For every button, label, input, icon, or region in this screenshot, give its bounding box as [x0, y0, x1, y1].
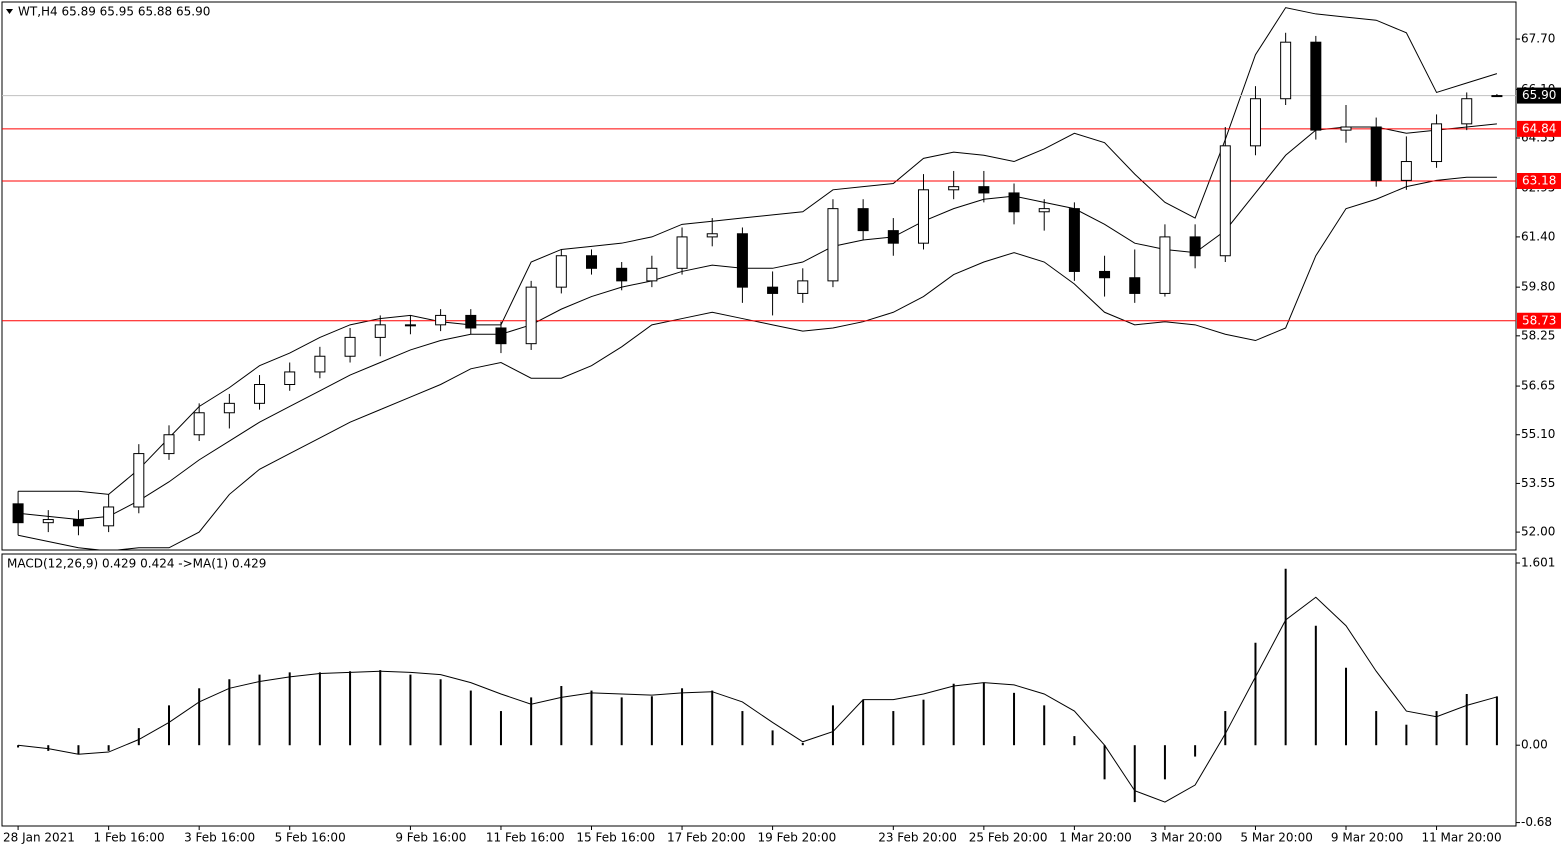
- candle-body: [1159, 236, 1171, 294]
- x-tick-label: 3 Mar 20:00: [1150, 831, 1223, 845]
- main-plot: [2, 7, 1516, 550]
- candle-body: [917, 189, 929, 244]
- candle-body: [72, 519, 84, 527]
- candle-body: [1491, 95, 1503, 98]
- candle-body: [284, 371, 296, 386]
- x-tick-label: 17 Feb 20:00: [667, 831, 746, 845]
- candle-body: [646, 267, 658, 282]
- x-tick-label: 23 Feb 20:00: [878, 831, 957, 845]
- y-tick-label: 56.65: [1521, 379, 1555, 393]
- candle-body: [404, 324, 416, 327]
- candle-body: [12, 503, 24, 524]
- x-tick-label: 11 Mar 20:00: [1421, 831, 1501, 845]
- candle-body: [1099, 270, 1111, 279]
- candle-body: [676, 236, 688, 269]
- candle-body: [254, 384, 266, 404]
- macd-header: MACD(12,26,9) 0.429 0.424 ->MA(1) 0.429: [7, 557, 266, 571]
- x-tick-label: 15 Feb 16:00: [576, 831, 655, 845]
- x-tick-label: 19 Feb 20:00: [758, 831, 837, 845]
- current-price-label: 65.90: [1522, 88, 1556, 102]
- x-tick-label: 5 Mar 20:00: [1240, 831, 1313, 845]
- candle-body: [1129, 277, 1141, 294]
- candle-body: [465, 314, 477, 329]
- candle-body: [1189, 236, 1201, 257]
- candle-body: [495, 327, 507, 345]
- candle-body: [314, 355, 326, 373]
- candle-body: [736, 233, 748, 288]
- y-tick-label: -0.68: [1521, 815, 1552, 829]
- candle-body: [1280, 41, 1292, 100]
- bollinger-band: [18, 123, 1497, 521]
- candle-body: [978, 186, 990, 194]
- candle-body: [948, 186, 960, 191]
- candle-body: [1068, 208, 1080, 272]
- candle-body: [103, 506, 115, 527]
- candle-body: [193, 412, 205, 436]
- candle-body: [223, 402, 235, 414]
- candle-body: [616, 267, 628, 282]
- x-tick-label: 1 Feb 16:00: [94, 831, 165, 845]
- y-tick-label: 53.55: [1521, 476, 1555, 490]
- candle-body: [887, 230, 899, 244]
- candle-body: [1249, 98, 1261, 147]
- level-label: 63.18: [1522, 174, 1556, 188]
- x-tick-label: 9 Mar 20:00: [1331, 831, 1404, 845]
- signal-line: [18, 596, 1498, 803]
- y-tick-label: 52.00: [1521, 525, 1555, 539]
- candle-body: [1431, 123, 1443, 163]
- candle-body: [827, 208, 839, 282]
- candle-body: [1370, 126, 1382, 181]
- candle-body: [797, 280, 809, 294]
- y-tick-label: 55.10: [1521, 427, 1555, 441]
- candle-body: [435, 314, 447, 326]
- candle-body: [555, 255, 567, 288]
- y-tick-label: 61.40: [1521, 229, 1555, 243]
- x-tick-label: 1 Mar 20:00: [1059, 831, 1132, 845]
- candle-body: [1219, 145, 1231, 257]
- level-label-box: [1517, 173, 1561, 190]
- candle-body: [706, 233, 718, 238]
- candle-body: [525, 286, 537, 345]
- level-label-box: [1517, 120, 1561, 137]
- bollinger-band: [17, 176, 1497, 550]
- x-tick-label: 9 Feb 16:00: [395, 831, 466, 845]
- x-tick-label: 11 Feb 16:00: [486, 831, 565, 845]
- level-label-box: [1517, 312, 1561, 329]
- x-tick-label: 25 Feb 20:00: [969, 831, 1048, 845]
- candle-body: [767, 286, 779, 294]
- candle-body: [1310, 41, 1322, 131]
- current-price-box: [1517, 87, 1561, 104]
- chart-header: WT,H4 65.89 65.95 65.88 65.90: [18, 5, 210, 19]
- candle-body: [344, 336, 356, 357]
- candle-body: [1038, 208, 1050, 213]
- x-tick-label: 28 Jan 2021: [3, 831, 75, 845]
- y-tick-label: 58.25: [1521, 328, 1555, 342]
- candle-body: [163, 434, 175, 455]
- level-label: 58.73: [1522, 313, 1556, 327]
- main-pane: [1, 1, 1517, 551]
- y-tick-label: 59.80: [1521, 280, 1555, 294]
- candle-body: [374, 324, 386, 338]
- candle-body: [1340, 126, 1352, 131]
- macd-pane: [1, 553, 1517, 827]
- candle-body: [1461, 98, 1473, 125]
- y-tick-label: 67.70: [1521, 32, 1555, 46]
- level-label: 64.84: [1522, 121, 1556, 135]
- candle-body: [1400, 161, 1412, 181]
- y-tick-label: 1.601: [1521, 555, 1555, 569]
- y-tick-label: 0.00: [1521, 738, 1548, 752]
- x-tick-label: 3 Feb 16:00: [184, 831, 255, 845]
- candle-body: [857, 208, 869, 232]
- candle-body: [1008, 192, 1020, 213]
- macd-plot: [17, 568, 1498, 803]
- candle-body: [586, 255, 598, 269]
- bollinger-band: [18, 7, 1498, 495]
- candle-body: [42, 519, 54, 524]
- x-tick-label: 5 Feb 16:00: [275, 831, 346, 845]
- menu-triangle[interactable]: [6, 9, 13, 14]
- candle-body: [133, 453, 145, 508]
